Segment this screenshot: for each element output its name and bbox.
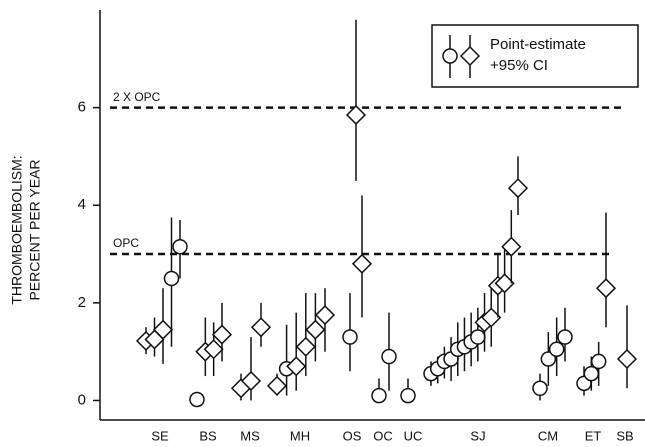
point-diamond — [240, 370, 262, 392]
point-circle — [532, 380, 548, 397]
point-circle — [342, 329, 358, 345]
x-tick-label: OS — [343, 428, 362, 443]
x-tick-label: SB — [616, 428, 633, 443]
point-diamond — [507, 178, 529, 199]
point-diamond — [314, 304, 336, 326]
point-diamond — [345, 104, 367, 126]
point-diamond — [595, 278, 617, 299]
y-tick-label: 4 — [78, 196, 86, 213]
point-diamond — [203, 339, 224, 360]
point-diamond — [295, 336, 316, 357]
point-diamond — [501, 236, 522, 257]
point-diamond — [616, 348, 638, 370]
point-circle — [381, 348, 397, 365]
point-circle — [590, 353, 607, 370]
y-tick-label: 0 — [78, 391, 86, 408]
point-diamond — [152, 319, 174, 340]
point-circle — [540, 351, 557, 367]
point-circle — [548, 341, 565, 357]
y-label-line: PERCENT PER YEAR — [27, 159, 43, 300]
point-diamond — [266, 375, 288, 396]
x-tick-label: CM — [538, 428, 558, 443]
y-tick-label: 6 — [78, 99, 86, 116]
x-tick-label: OC — [373, 428, 393, 443]
x-tick-label: SJ — [470, 428, 485, 443]
reference-label: 2 X OPC — [113, 90, 161, 104]
legend-diamond — [459, 45, 481, 67]
x-tick-label: UC — [404, 428, 423, 443]
point-circle — [400, 387, 416, 404]
point-circle — [163, 270, 180, 287]
point-circle — [470, 329, 486, 345]
reference-label: OPC — [113, 236, 139, 250]
point-circle — [557, 329, 573, 345]
x-tick-label: SE — [151, 428, 169, 443]
point-circle — [189, 391, 205, 408]
point-diamond — [286, 356, 307, 377]
legend-text: Point-estimate — [490, 36, 586, 53]
x-tick-label: BS — [199, 428, 217, 443]
x-tick-label: ET — [585, 428, 602, 443]
legend-circle — [442, 48, 458, 64]
point-diamond — [250, 317, 272, 338]
point-diamond — [305, 319, 326, 340]
point-diamond — [351, 253, 373, 274]
point-circle — [172, 238, 188, 255]
x-tick-label: MH — [290, 428, 310, 443]
y-label-line: THROMBOEMBOLISM: — [9, 155, 25, 304]
legend-text: +95% CI — [490, 57, 548, 74]
point-diamond — [211, 324, 233, 345]
y-tick-label: 2 — [78, 294, 86, 311]
x-tick-label: MS — [240, 428, 260, 443]
point-circle — [371, 387, 387, 404]
y-axis-label: THROMBOEMBOLISM: PERCENT PER YEAR — [9, 155, 43, 304]
